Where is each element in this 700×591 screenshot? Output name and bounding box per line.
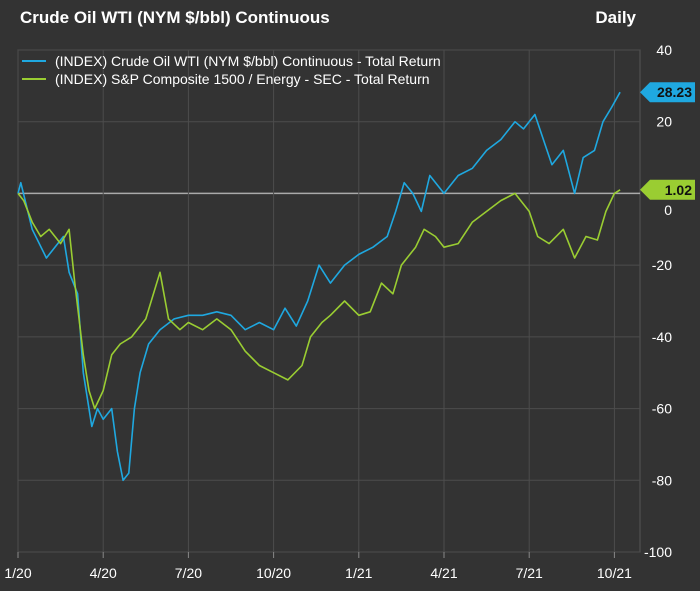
last-value-badge-1 [640,179,695,200]
frequency-label: Daily [595,8,636,27]
x-tick-label: 4/21 [430,565,457,581]
y-tick-label: 0 [664,202,672,218]
legend-label-energy: (INDEX) S&P Composite 1500 / Energy - SE… [55,71,430,87]
x-tick-label: 10/21 [597,565,632,581]
y-tick-label: 20 [656,114,672,130]
y-tick-label: -80 [652,472,672,488]
series-line-0 [17,91,621,482]
x-tick-label: 10/20 [256,565,291,581]
y-tick-label: -20 [652,257,672,273]
x-tick-label: 1/21 [345,565,372,581]
y-tick-label: -100 [644,544,672,560]
last-value-label-1: 1.02 [665,182,692,198]
series-line-1 [17,189,621,410]
y-tick-label: -40 [652,329,672,345]
legend-label-crude: (INDEX) Crude Oil WTI (NYM $/bbl) Contin… [55,53,441,69]
last-value-badge-0 [640,82,695,103]
chart-title: Crude Oil WTI (NYM $/bbl) Continuous [20,8,330,27]
y-tick-label: -60 [652,401,672,417]
x-tick-label: 7/20 [175,565,202,581]
last-value-label-0: 28.23 [657,84,692,100]
x-tick-label: 4/20 [90,565,117,581]
x-tick-label: 7/21 [516,565,543,581]
plot-area [17,49,641,553]
y-tick-label: 40 [656,42,672,58]
x-tick-label: 1/20 [4,565,31,581]
